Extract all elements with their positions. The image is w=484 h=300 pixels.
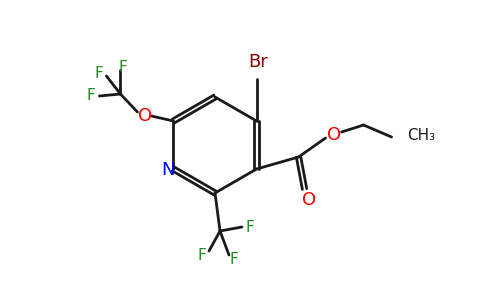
Text: F: F [197,248,206,262]
Text: F: F [94,67,103,82]
Text: F: F [118,61,127,76]
Text: N: N [162,161,175,179]
Text: Br: Br [249,53,269,71]
Text: F: F [86,88,95,104]
Text: O: O [327,126,341,144]
Text: CH₃: CH₃ [408,128,436,142]
Text: F: F [229,251,239,266]
Text: F: F [245,220,255,235]
Text: O: O [302,191,316,209]
Text: O: O [138,107,152,125]
